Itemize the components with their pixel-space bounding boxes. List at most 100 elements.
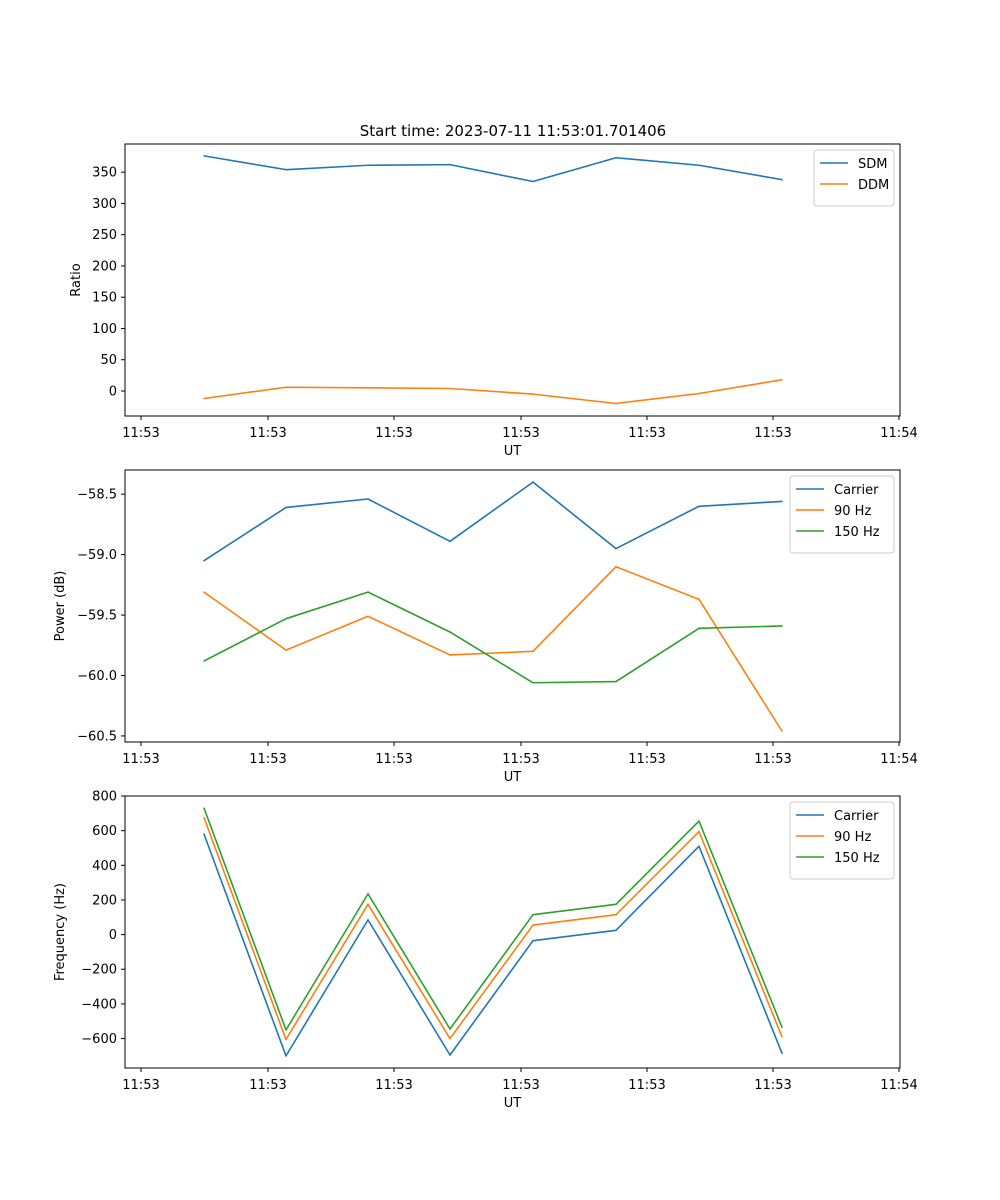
series-line-carrier xyxy=(203,481,783,562)
legend-box xyxy=(789,475,895,554)
data-point-150-hz xyxy=(449,631,451,633)
data-point-150-hz xyxy=(532,913,534,916)
data-point-carrier xyxy=(285,1055,287,1057)
data-point-ddm xyxy=(367,387,369,389)
data-point-carrier xyxy=(781,1052,783,1055)
data-point-ddm xyxy=(449,387,451,390)
data-point-ddm xyxy=(781,378,783,381)
data-point-150-hz xyxy=(532,681,534,684)
x-tick-label: 11:53 xyxy=(628,426,665,441)
data-point-90-hz xyxy=(698,598,700,601)
data-point-sdm xyxy=(449,163,451,166)
x-tick-label: 11:53 xyxy=(502,1078,539,1093)
data-point-carrier xyxy=(532,481,534,483)
y-tick-label: −59.5 xyxy=(77,609,117,624)
data-point-90-hz xyxy=(285,649,287,651)
y-tick-label: −60.0 xyxy=(77,669,117,684)
plot-frame xyxy=(124,143,901,417)
y-tick-label: 350 xyxy=(92,166,117,181)
legend-label: DDM xyxy=(858,178,889,193)
chart-panel-3: 11:53 11:53 11:53 11:53 11:53 11:53 11:54 −600 −… xyxy=(53,790,918,1112)
data-point-90-hz xyxy=(285,1038,287,1041)
data-point-90-hz xyxy=(367,903,369,906)
data-point-90-hz xyxy=(449,1037,451,1040)
y-tick-label: −200 xyxy=(81,963,117,978)
data-point-carrier xyxy=(698,845,700,848)
data-point-carrier xyxy=(698,505,700,508)
data-point-carrier xyxy=(367,919,369,921)
plot-frame xyxy=(124,469,901,743)
x-tick-label: 11:54 xyxy=(880,426,917,441)
x-tick-label: 11:53 xyxy=(628,752,665,767)
x-tick-label: 11:53 xyxy=(754,426,791,441)
data-point-90-hz xyxy=(532,650,534,653)
data-point-carrier xyxy=(449,1054,451,1056)
x-tick-label: 11:53 xyxy=(122,1078,159,1093)
data-point-150-hz xyxy=(285,1029,287,1031)
data-point-90-hz xyxy=(203,591,205,593)
data-point-90-hz xyxy=(781,730,783,732)
y-axis-label: Ratio xyxy=(69,263,84,296)
data-point-sdm xyxy=(285,168,287,171)
x-tick-label: 11:53 xyxy=(122,426,159,441)
x-tick-label: 11:53 xyxy=(249,1078,286,1093)
x-tick-label: 11:53 xyxy=(502,752,539,767)
x-tick-label: 11:53 xyxy=(502,426,539,441)
legend-label: Carrier xyxy=(834,809,879,824)
x-axis-label: UT xyxy=(504,770,522,785)
y-tick-label: 0 xyxy=(109,384,117,399)
data-point-150-hz xyxy=(698,820,700,822)
data-point-90-hz xyxy=(698,830,700,833)
series-line-150-hz xyxy=(203,591,783,684)
data-point-sdm xyxy=(367,164,369,167)
data-point-90-hz xyxy=(615,913,617,916)
legend-label: 150 Hz xyxy=(834,525,880,540)
data-point-carrier xyxy=(285,506,287,509)
data-point-sdm xyxy=(615,156,617,159)
series-line-ddm xyxy=(203,378,783,405)
x-tick-label: 11:53 xyxy=(122,752,159,767)
data-point-90-hz xyxy=(781,1036,783,1038)
data-point-carrier xyxy=(203,833,205,835)
legend: Carrier 90 Hz 150 Hz xyxy=(789,475,895,554)
data-point-carrier xyxy=(615,929,617,932)
data-point-sdm xyxy=(698,164,700,167)
data-point-150-hz xyxy=(615,680,617,683)
chart-panel-1: 11:53 11:53 11:53 11:53 11:53 11:53 11:54 0 50 10… xyxy=(69,143,918,459)
data-point-150-hz xyxy=(781,1026,783,1029)
y-tick-label: −58.5 xyxy=(77,488,117,503)
legend-label: 150 Hz xyxy=(834,851,880,866)
legend-label: 90 Hz xyxy=(834,830,871,845)
y-tick-label: 50 xyxy=(100,353,117,368)
y-tick-label: −60.5 xyxy=(77,729,117,744)
series-line-150-hz xyxy=(203,807,783,1031)
x-tick-label: 11:53 xyxy=(375,1078,412,1093)
data-point-carrier xyxy=(203,559,205,562)
data-point-150-hz xyxy=(367,591,369,593)
data-point-150-hz xyxy=(781,625,783,627)
y-tick-label: −400 xyxy=(81,997,117,1012)
y-tick-label: 200 xyxy=(92,893,117,908)
y-axis-label: Frequency (Hz) xyxy=(53,883,68,981)
data-point-ddm xyxy=(203,397,205,400)
y-tick-label: 300 xyxy=(92,197,117,212)
data-point-sdm xyxy=(781,178,783,181)
legend-box xyxy=(789,801,895,880)
y-tick-label: 200 xyxy=(92,259,117,274)
series-line-sdm xyxy=(203,155,783,183)
series-line-90-hz xyxy=(203,817,783,1041)
data-point-sdm xyxy=(203,155,205,157)
data-point-sdm xyxy=(532,180,534,183)
data-point-90-hz xyxy=(449,654,451,656)
x-tick-label: 11:54 xyxy=(880,752,917,767)
data-point-carrier xyxy=(449,540,451,543)
data-point-150-hz xyxy=(285,617,287,620)
data-point-90-hz xyxy=(203,816,205,819)
x-tick-label: 11:53 xyxy=(375,426,412,441)
y-tick-label: −600 xyxy=(81,1032,117,1047)
data-point-ddm xyxy=(698,392,700,395)
data-point-ddm xyxy=(285,386,287,389)
data-point-carrier xyxy=(781,500,783,503)
x-axis-label: UT xyxy=(504,444,522,459)
y-tick-label: −59.0 xyxy=(77,548,117,563)
